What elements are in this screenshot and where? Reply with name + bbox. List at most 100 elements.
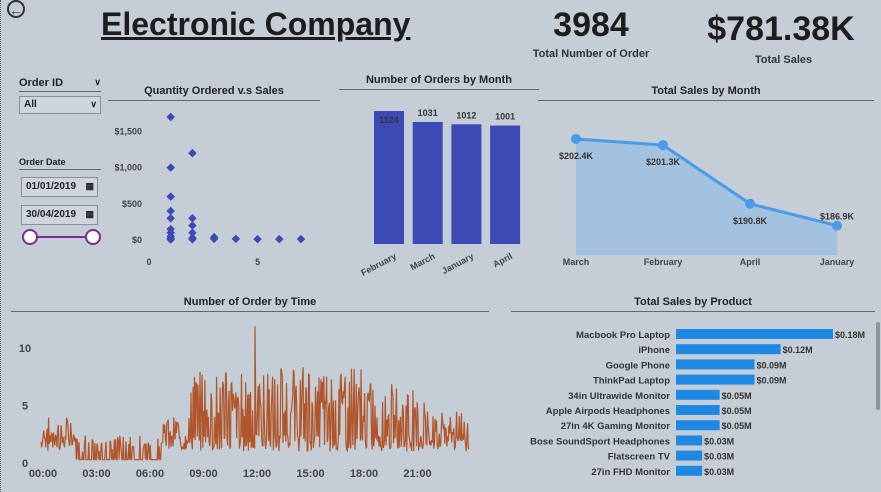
scatter-point [166,206,175,216]
time-x-tick: 18:00 [350,468,378,480]
product-scrollbar[interactable] [876,322,880,410]
product-bar [676,344,781,355]
month-bar-label: 1031 [418,108,438,118]
sales-line [575,137,838,228]
time-x-tick: 06:00 [136,468,164,480]
start-date-value: 01/01/2019 [26,181,77,192]
product-label: Apple Airpods Headphones [546,406,670,417]
sales-point-label: $201.3K [646,157,681,167]
month-bar [490,125,521,244]
time-x-tick: 12:00 [243,468,271,480]
scatter-point [166,163,175,172]
scatter-x-tick: 0 [146,257,151,267]
product-label: Google Phone [606,360,670,371]
month-bar [374,111,404,244]
orders-time-title: Number of Order by Time [11,296,489,312]
product-bar [676,450,703,461]
sales-month-title: Total Sales by Month [538,85,874,101]
total-sales-value: $781.38K [707,10,855,48]
product-value: $0.09M [757,360,787,370]
order-date-label: Order Date [19,157,101,170]
end-date-value: 30/04/2019 [26,209,77,220]
product-bar [676,329,833,339]
scatter-point [209,234,219,244]
product-label: 27in FHD Monitor [591,467,670,478]
calendar-icon: ▦ [85,181,94,191]
date-slider-start-handle[interactable] [22,229,38,245]
scatter-point [188,221,197,230]
sales-month-tick: January [820,257,855,267]
order-id-slicer-header[interactable]: Order ID ∨ [19,77,101,92]
product-label: 27in 4K Gaming Monitor [561,421,671,432]
product-label: Macbook Pro Laptop [576,330,670,341]
product-value: $0.03M [704,436,734,446]
sales-product-chart: Macbook Pro Laptop $0.18M iPhone $0.12M Goog… [530,329,865,478]
sales-point-label: $202.4K [559,151,594,161]
scatter-point [166,192,175,201]
orders-month-title: Number of Orders by Month [339,74,539,90]
scatter-x-tick: 5 [255,257,260,267]
time-y-tick: 0 [22,458,28,470]
chevron-down-icon: ∨ [94,77,101,87]
scatter-title: Quantity Ordered v.s Sales [108,85,320,101]
month-tick: February [359,251,398,278]
back-arrow-icon[interactable]: ← [7,0,25,18]
product-value: $0.03M [704,467,734,477]
sales-month-tick: March [563,257,590,267]
sales-point [571,133,581,144]
sales-product-title: Total Sales by Product [511,296,875,312]
sales-point [658,140,668,151]
scatter-chart: $0 $500 $1,000 $1,500 0 5 [114,112,306,267]
product-value: $0.03M [704,452,734,462]
scatter-y-tick: $1,000 [114,163,142,173]
sales-month-chart: $202.4K March $201.3K February $190.8K April $… [559,133,855,267]
time-x-tick: 15:00 [296,468,324,480]
time-x-tick: 03:00 [82,468,110,480]
time-line [40,326,470,461]
product-value: $0.05M [722,406,752,416]
scatter-y-tick: $500 [122,199,142,209]
month-bar-label: 1001 [495,112,515,122]
product-bar [676,389,720,400]
product-label: Bose SoundSport Headphones [530,436,670,447]
sales-area [576,138,837,255]
time-x-tick: 21:00 [403,468,431,480]
product-bar [676,359,755,370]
month-bar [412,122,443,244]
scatter-point [275,234,284,244]
time-y-tick: 10 [19,343,31,355]
orders-time-chart: 0 5 10 00:00 03:00 06:00 09:00 12:00 15:00 18:00 2… [19,326,470,480]
date-slider-end-handle[interactable] [85,229,101,245]
scatter-point [188,148,197,158]
sales-point [832,220,842,231]
scatter-point [188,228,197,238]
scatter-point [253,234,262,244]
scatter-point [166,235,175,244]
start-date-input[interactable]: 01/01/2019 ▦ [21,177,98,197]
scatter-point [188,235,197,244]
scatter-point [296,234,306,244]
order-id-dropdown[interactable]: All ∨ [19,96,101,114]
scatter-y-tick: $1,500 [114,126,142,136]
product-label: Flatscreen TV [608,452,671,463]
month-tick: April [491,251,514,269]
product-value: $0.05M [722,421,752,431]
date-slider-track[interactable] [23,236,99,238]
product-value: $0.09M [757,376,787,386]
order-id-slicer: Order ID ∨ All ∨ [19,77,101,114]
product-label: 34in Ultrawide Monitor [568,391,670,402]
product-bar [676,465,703,476]
sales-point-label: $190.8K [733,216,768,226]
time-x-tick: 09:00 [189,468,217,480]
product-bar [676,405,720,415]
end-date-input[interactable]: 30/04/2019 ▦ [21,205,98,225]
month-bar [451,124,482,244]
month-tick: March [409,251,437,272]
total-orders-value: 3984 [553,6,629,44]
month-bar-label: 1124 [379,115,399,125]
sales-month-tick: April [740,257,761,267]
orders-month-chart: 1124 February 1031 March 1012 January 1001 Apri… [359,108,521,278]
chevron-down-icon: ∨ [90,99,97,109]
month-bar-label: 1012 [456,110,476,120]
order-date-slicer: Order Date [19,157,101,170]
